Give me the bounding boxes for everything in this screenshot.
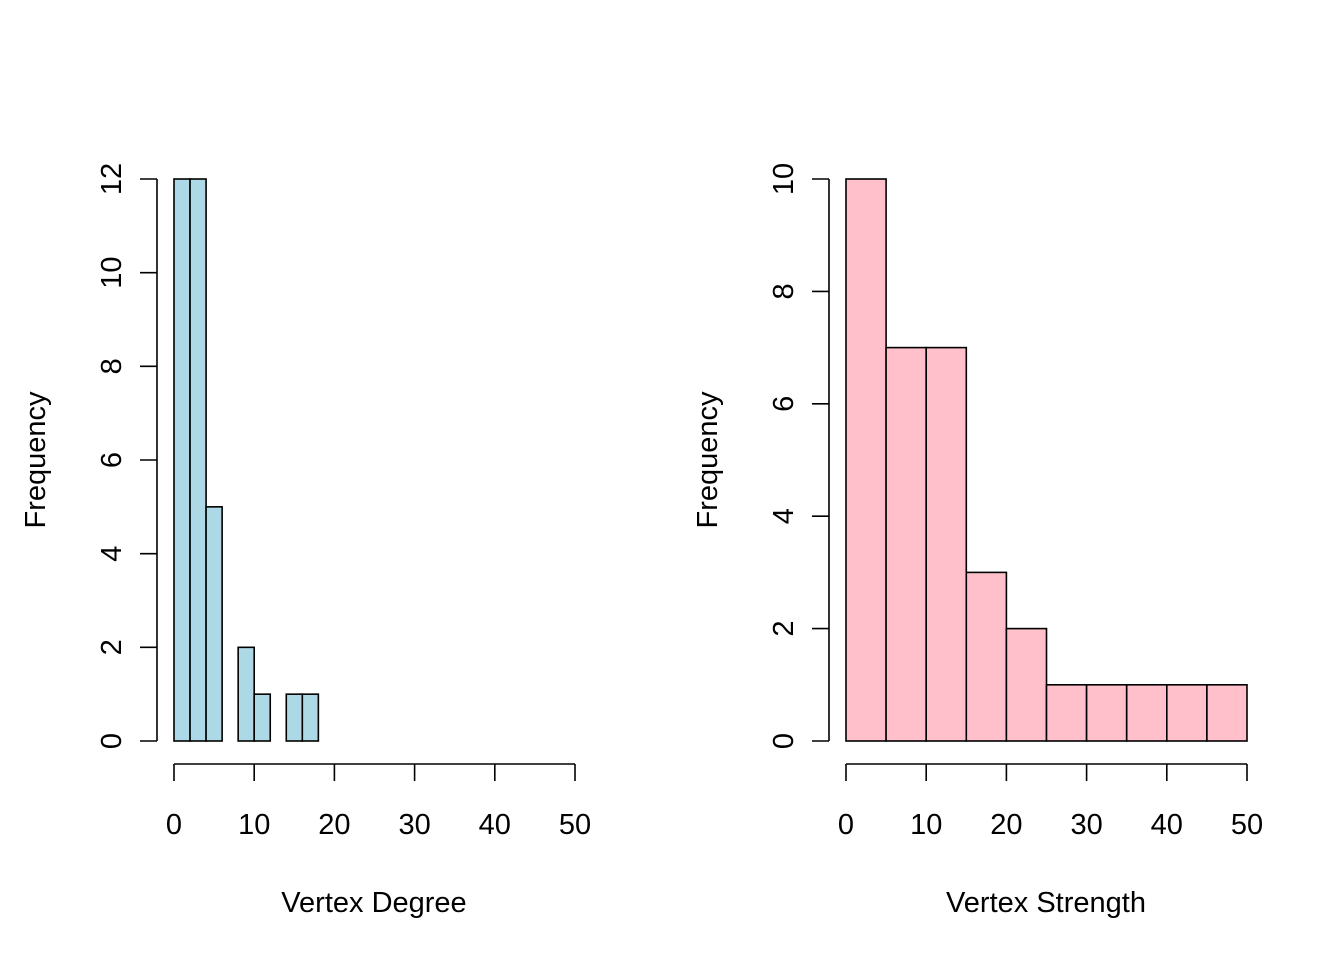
y-axis-label: Frequency bbox=[20, 391, 52, 529]
y-tick-label: 6 bbox=[96, 452, 128, 468]
y-axis-label: Frequency bbox=[692, 391, 724, 529]
histogram-bar bbox=[925, 346, 968, 742]
y-tick-label: 8 bbox=[768, 283, 800, 299]
histogram-bar bbox=[301, 693, 320, 742]
histogram-bar bbox=[189, 178, 207, 742]
y-tick-label: 2 bbox=[96, 639, 128, 655]
vertex-degree-histogram: 0 2 4 6 8 10 12 0 10 20 30 40 50 Vertex Degree Frequen… bbox=[20, 163, 591, 919]
x-tick-label: 30 bbox=[398, 809, 430, 841]
y-tick-label: 10 bbox=[96, 257, 128, 289]
y-tick-label: 4 bbox=[768, 508, 800, 524]
histogram-bar bbox=[965, 571, 1008, 742]
x-axis-label: Vertex Strength bbox=[946, 887, 1146, 919]
y-tick-label: 2 bbox=[768, 621, 800, 637]
histogram-bar bbox=[1125, 683, 1168, 742]
histogram-bar bbox=[1005, 627, 1048, 742]
x-axis-label: Vertex Degree bbox=[281, 887, 466, 919]
x-tick-label: 10 bbox=[238, 809, 270, 841]
histogram-bar bbox=[1085, 683, 1128, 742]
y-tick-label: 0 bbox=[96, 733, 128, 749]
y-tick-label: 6 bbox=[768, 396, 800, 412]
x-tick-label: 10 bbox=[910, 809, 942, 841]
y-tick-label: 12 bbox=[96, 163, 128, 195]
x-tick-label: 20 bbox=[318, 809, 350, 841]
histogram-bar bbox=[1166, 683, 1208, 742]
x-tick-label: 0 bbox=[838, 809, 854, 841]
histogram-bar bbox=[173, 178, 191, 742]
histogram-bar bbox=[205, 506, 223, 742]
vertex-strength-histogram: 0 2 4 6 8 10 0 10 20 30 40 50 Vertex Strength Frequen… bbox=[692, 163, 1263, 919]
y-tick-label: 0 bbox=[768, 733, 800, 749]
histogram-bar bbox=[237, 646, 256, 742]
x-tick-label: 50 bbox=[1231, 809, 1263, 841]
y-tick-label: 8 bbox=[96, 358, 128, 374]
histogram-bar bbox=[285, 693, 304, 742]
x-tick-label: 0 bbox=[166, 809, 182, 841]
x-tick-label: 30 bbox=[1070, 809, 1102, 841]
x-tick-label: 40 bbox=[479, 809, 511, 841]
x-tick-label: 20 bbox=[990, 809, 1022, 841]
histogram-bar bbox=[845, 178, 887, 742]
histogram-bar bbox=[253, 693, 272, 742]
y-tick-label: 4 bbox=[96, 546, 128, 562]
x-tick-label: 50 bbox=[559, 809, 591, 841]
histogram-bar bbox=[1206, 683, 1248, 742]
histogram-bar bbox=[1045, 683, 1088, 742]
x-tick-label: 40 bbox=[1151, 809, 1183, 841]
histogram-bar bbox=[885, 346, 927, 742]
y-tick-label: 10 bbox=[768, 163, 800, 195]
